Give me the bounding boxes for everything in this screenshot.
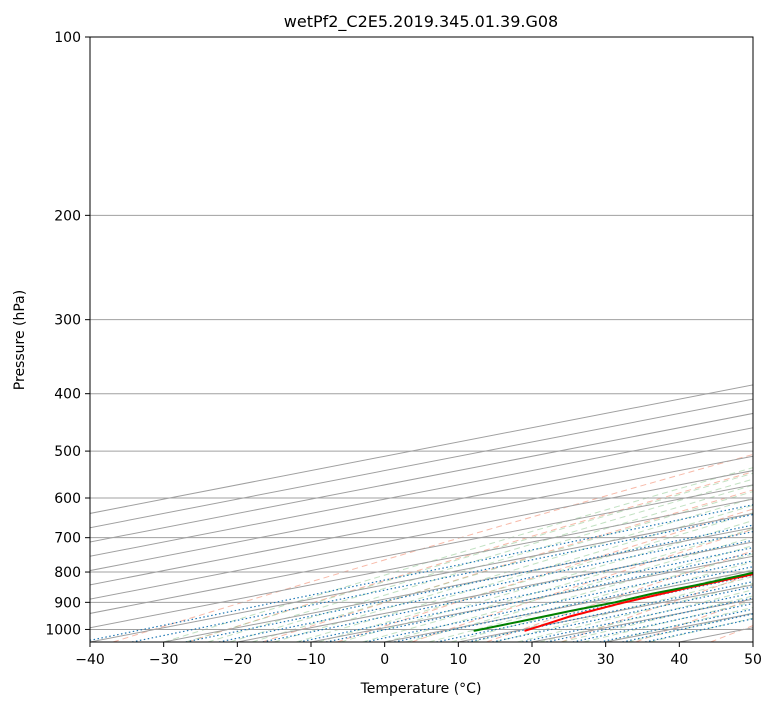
dry-adiabat-line: [112, 453, 753, 642]
mixing-ratio-line: [131, 513, 753, 642]
mixing-ratio-line: [492, 586, 753, 642]
x-tick-label: −30: [149, 652, 179, 668]
isotherm-line: [90, 498, 753, 629]
dry-adiabat-line: [336, 508, 753, 642]
moist-adiabat-line: [340, 520, 753, 642]
isotherm-line: [90, 455, 753, 586]
x-tick-label: 30: [597, 652, 615, 668]
moist-adiabat-line: [251, 491, 753, 642]
dewpoint-profile-line: [473, 571, 753, 632]
mixing-ratio-line: [218, 531, 753, 642]
moist-adiabat-line: [406, 545, 753, 642]
isotherm-line: [90, 512, 753, 642]
temperature-profile-line: [524, 573, 753, 632]
moist-adiabat-line: [207, 478, 753, 642]
y-tick-label: 500: [54, 444, 81, 460]
isotherm-line: [90, 427, 753, 557]
moist-adiabat-line: [583, 601, 753, 642]
x-tick-label: 50: [744, 652, 762, 668]
axes: −40 −30 −20 −10 0 10 20 30 40 50 100 200 300 400 500 60…: [45, 30, 762, 668]
isotherm-line: [90, 412, 753, 543]
y-tick-label: 700: [54, 531, 81, 547]
y-tick-label: 400: [54, 387, 81, 403]
x-tick-label: 10: [449, 652, 467, 668]
y-tick-label: 100: [54, 30, 81, 46]
x-tick-label: 40: [670, 652, 688, 668]
moist-adiabat-line: [495, 576, 753, 642]
mixing-ratio-line: [572, 602, 753, 642]
moist-adiabat-line: [517, 582, 753, 642]
y-axis-label: Pressure (hPa): [12, 290, 28, 390]
moist-adiabat-line: [229, 484, 753, 642]
dry-adiabat-line: [561, 573, 753, 642]
y-tick-label: 1000: [45, 622, 81, 638]
isotherm-line: [163, 527, 753, 642]
moist-adiabat-line: [428, 553, 753, 642]
y-tick-label: 800: [54, 565, 81, 581]
x-tick-label: 0: [380, 652, 389, 668]
y-tick-label: 900: [54, 595, 81, 611]
isotherm-line: [90, 484, 753, 614]
x-tick-label: −10: [296, 652, 326, 668]
y-tick-label: 300: [54, 313, 81, 329]
chart-title: wetPf2_C2E5.2019.345.01.39.G08: [284, 12, 558, 32]
x-tick-label: 20: [523, 652, 541, 668]
mixing-ratio-line: [185, 524, 753, 642]
dry-adiabat-line: [411, 528, 753, 642]
plot-frame: [89, 36, 754, 643]
mixing-ratio-line: [546, 597, 753, 642]
mixing-ratio-line: [521, 592, 753, 642]
moist-adiabat-line: [296, 504, 753, 642]
dry-adiabat-line: [187, 471, 753, 642]
x-tick-label: −20: [223, 652, 253, 668]
mixing-ratio-line: [599, 608, 753, 642]
mixing-ratio-line: [365, 560, 753, 642]
isotherm-line: [90, 470, 753, 600]
y-tick-label: 600: [54, 491, 81, 507]
x-tick-label: −40: [75, 652, 105, 668]
plot-series: [473, 571, 753, 632]
x-axis-label: Temperature (°C): [360, 681, 482, 697]
y-tick-label: 200: [54, 208, 81, 224]
plot-grid: [90, 37, 753, 642]
moist-adiabat-line: [318, 512, 753, 642]
mixing-ratio-line: [90, 504, 753, 641]
isotherm-line: [90, 441, 753, 572]
moist-adiabat-line: [274, 497, 753, 642]
mixing-ratio-line: [262, 539, 753, 642]
